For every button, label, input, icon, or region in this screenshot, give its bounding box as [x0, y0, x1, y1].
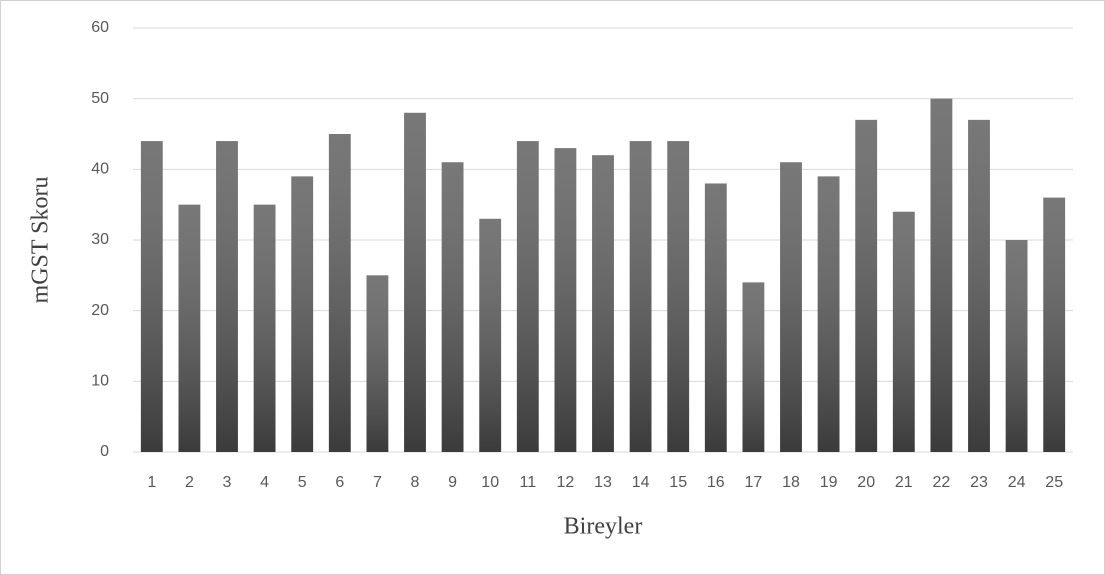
x-tick-label: 17 [745, 474, 763, 491]
x-tick-label: 13 [594, 474, 612, 491]
bar-shade [516, 141, 539, 453]
bar-shade [704, 183, 727, 452]
y-axis-label: mGST Skoru [28, 177, 54, 304]
x-tick-label: 18 [782, 474, 800, 491]
bar-shade [930, 98, 953, 453]
bar-shade [667, 141, 690, 453]
bar-shade [1043, 197, 1066, 452]
bar-shade [592, 155, 614, 452]
bar-shade [554, 148, 577, 452]
bar-shade [441, 162, 464, 452]
y-tick-label: 20 [91, 302, 109, 319]
x-tick-label: 2 [185, 474, 194, 491]
x-tick-label: 11 [519, 474, 536, 491]
bar-shade [892, 211, 915, 452]
x-tick-label: 1 [147, 474, 156, 491]
bar-shade [817, 176, 840, 452]
bar-shade [140, 141, 163, 453]
y-tick-label: 30 [91, 231, 109, 248]
bar-shade [291, 176, 314, 452]
x-tick-label: 8 [411, 474, 420, 491]
bar-shade [742, 282, 765, 452]
bar-shade [968, 119, 990, 452]
bar-shade [629, 141, 652, 453]
x-tick-label: 14 [632, 474, 650, 491]
x-tick-label: 16 [707, 474, 725, 491]
x-tick-label: 20 [857, 474, 875, 491]
x-tick-label: 24 [1008, 474, 1026, 491]
y-tick-label: 50 [91, 90, 109, 107]
bar-shade [855, 119, 878, 452]
y-tick-label: 10 [91, 373, 109, 390]
x-tick-label: 22 [933, 474, 951, 491]
bar-shade [1005, 240, 1028, 452]
y-tick-label: 0 [100, 443, 109, 460]
x-tick-label: 25 [1045, 474, 1063, 491]
bar-shade [253, 204, 276, 452]
x-tick-label: 23 [970, 474, 988, 491]
bar-shade [404, 112, 426, 453]
bar-shade [178, 204, 201, 452]
y-tick-label: 40 [91, 161, 109, 178]
x-axis-label: Bireyler [564, 514, 643, 540]
x-tick-label: 4 [260, 474, 269, 491]
x-tick-label: 15 [669, 474, 687, 491]
x-tick-label: 19 [820, 474, 838, 491]
bar-shade [216, 141, 238, 453]
x-tick-label: 6 [335, 474, 344, 491]
x-tick-label: 12 [557, 474, 575, 491]
x-tick-label: 7 [373, 474, 382, 491]
x-tick-label: 21 [895, 474, 913, 491]
bar-shade [328, 134, 351, 452]
x-tick-label: 5 [298, 474, 307, 491]
bar-shade [780, 162, 802, 452]
x-tick-label: 10 [481, 474, 499, 491]
x-tick-label: 9 [448, 474, 457, 491]
bar-shade [366, 275, 389, 452]
bar-shade [479, 218, 502, 452]
y-tick-label: 60 [91, 19, 109, 36]
x-tick-label: 3 [223, 474, 232, 491]
